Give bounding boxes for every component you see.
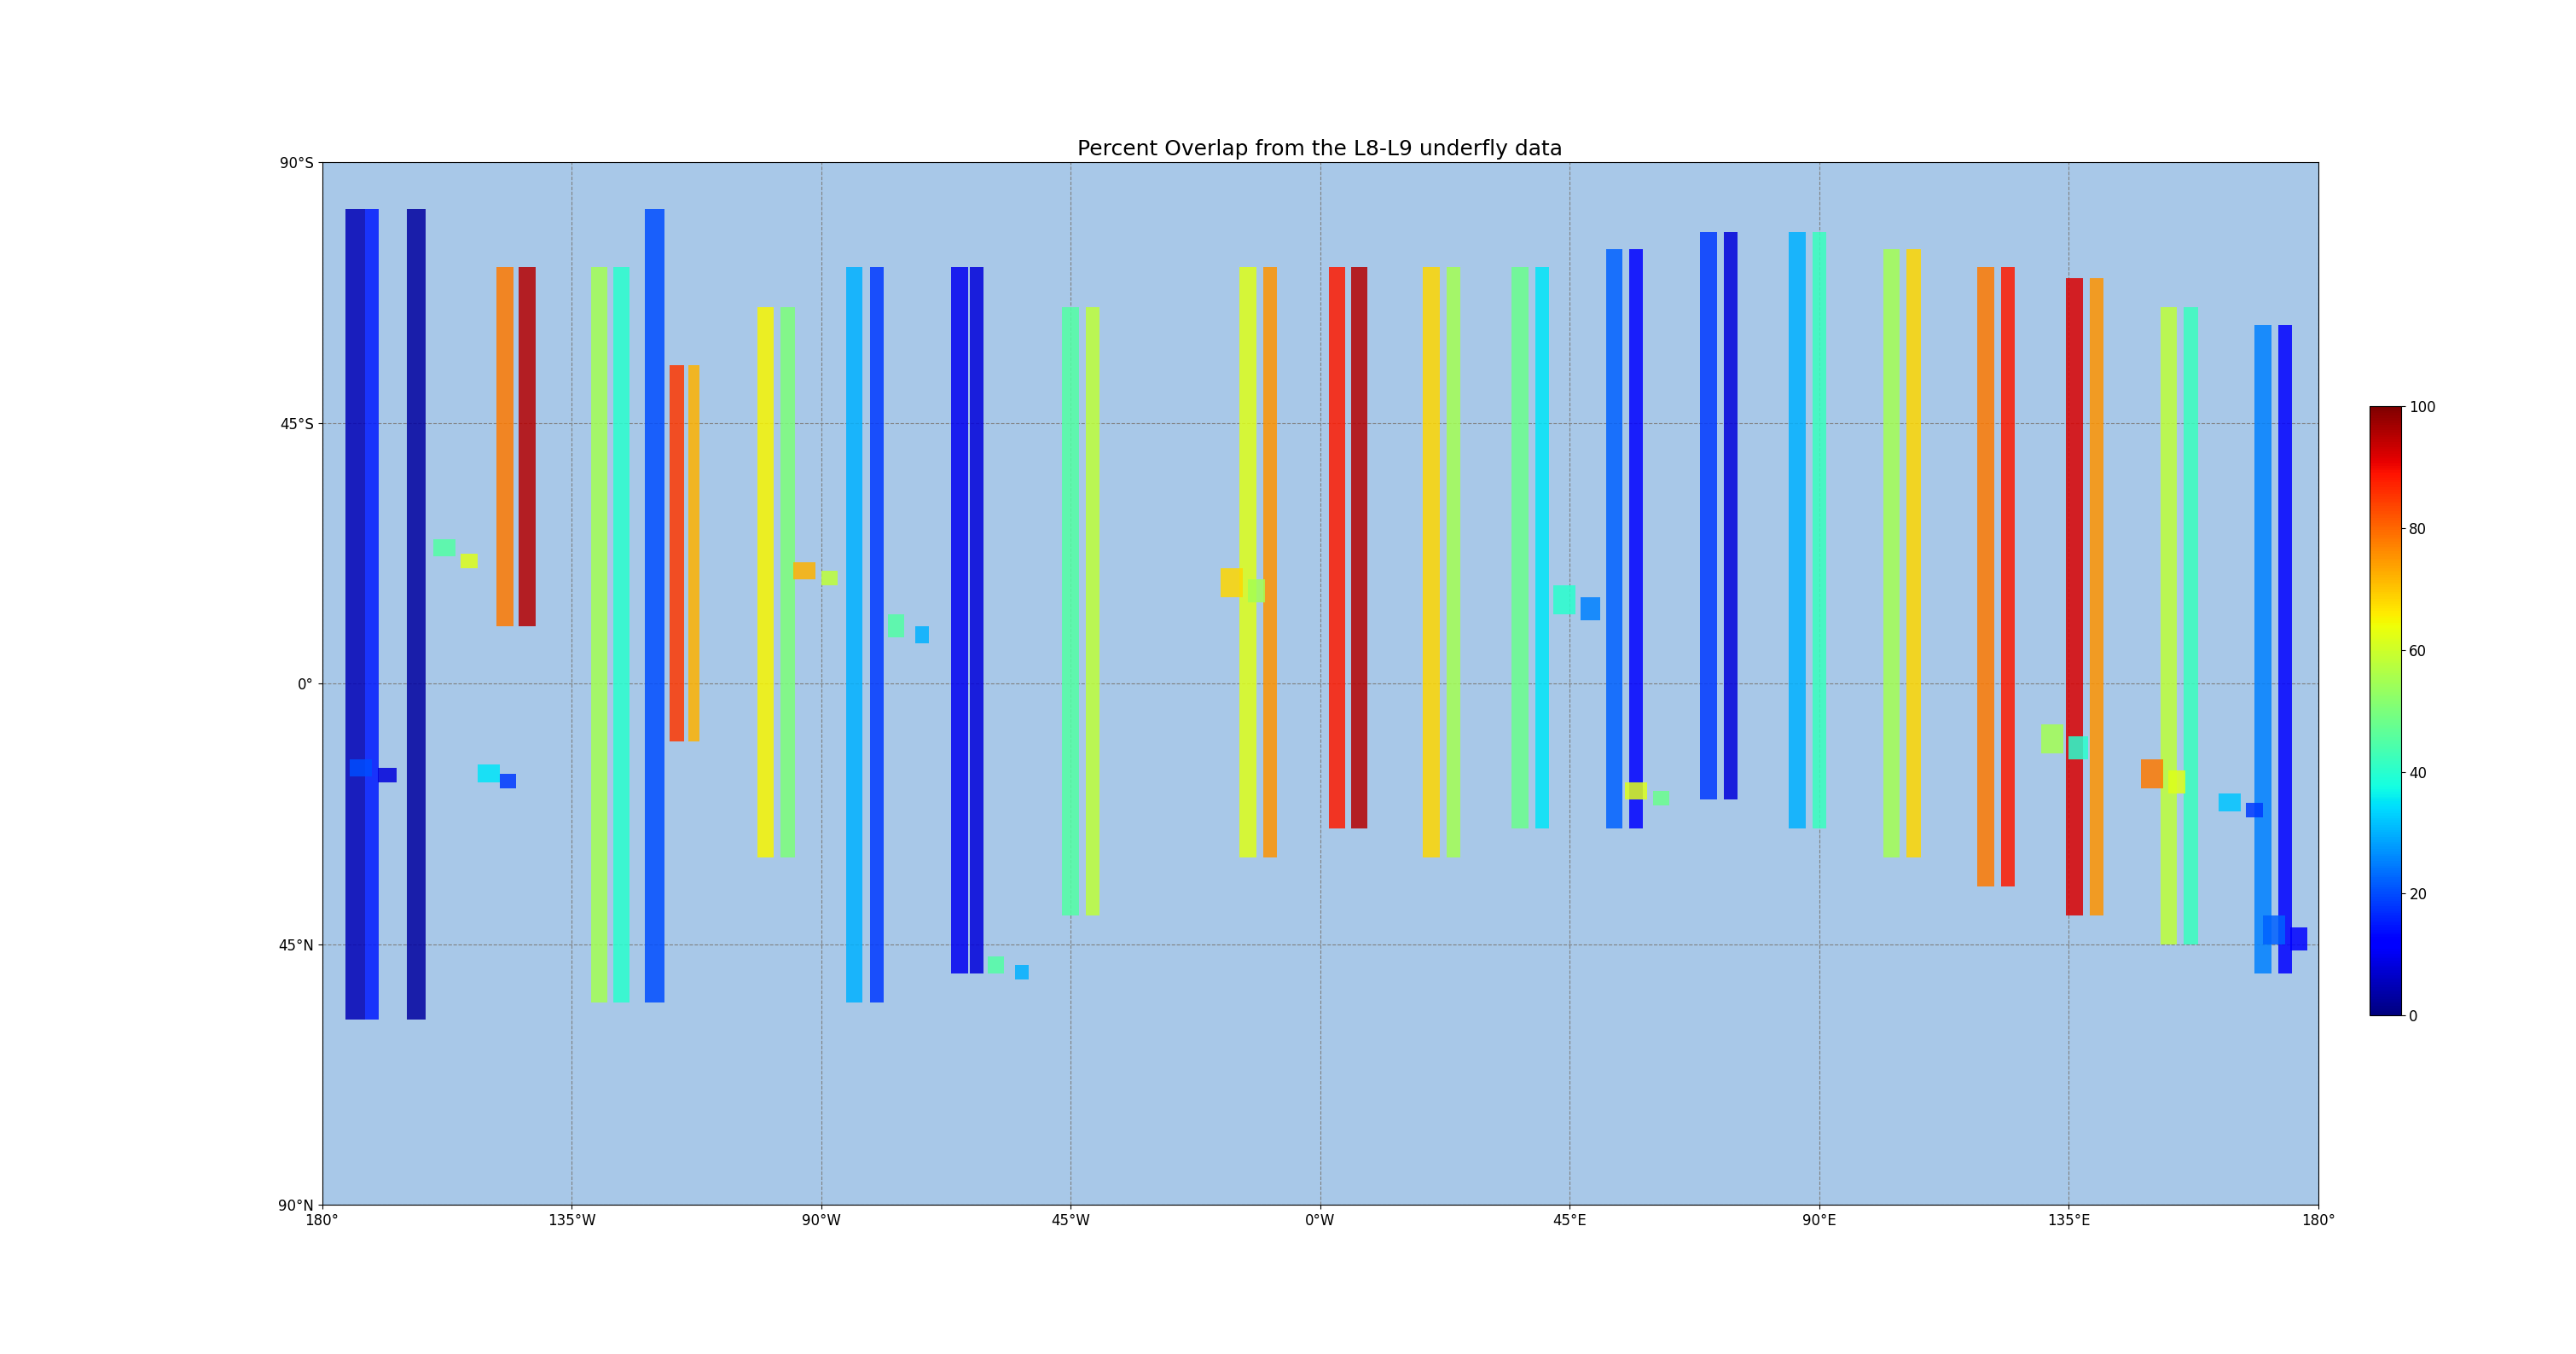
Bar	[793, 562, 817, 580]
Bar	[433, 539, 456, 556]
Bar	[1061, 307, 1079, 915]
Bar	[2290, 927, 2308, 951]
Bar	[889, 615, 904, 638]
Bar	[1906, 249, 1922, 857]
Bar	[461, 554, 477, 567]
Bar	[987, 956, 1005, 974]
Bar	[379, 768, 397, 783]
Bar	[1512, 267, 1528, 829]
Bar	[1350, 267, 1368, 829]
Bar	[688, 366, 698, 742]
Bar	[518, 267, 536, 626]
Bar	[2002, 267, 2014, 887]
Bar	[1814, 232, 1826, 829]
Bar	[1329, 267, 1345, 829]
Bar	[822, 571, 837, 585]
Bar	[1015, 964, 1028, 979]
Bar	[1631, 249, 1643, 829]
Bar	[2040, 724, 2063, 753]
Bar	[2254, 325, 2272, 974]
Bar	[2141, 760, 2164, 788]
Bar	[1625, 783, 1649, 800]
Bar	[1700, 232, 1716, 800]
Bar	[644, 209, 665, 1002]
Bar	[2066, 279, 2084, 915]
Bar	[1262, 267, 1278, 857]
Bar	[1087, 307, 1100, 915]
Bar	[345, 209, 366, 1020]
Bar	[2262, 915, 2285, 945]
Bar	[1582, 597, 1600, 620]
Bar	[500, 773, 515, 788]
Bar	[1978, 267, 1994, 887]
Bar	[2184, 307, 2197, 945]
Bar	[1535, 267, 1548, 829]
Bar	[2277, 325, 2293, 974]
Title: Percent Overlap from the L8-L9 underfly data: Percent Overlap from the L8-L9 underfly …	[1077, 139, 1564, 160]
Bar	[1239, 267, 1257, 857]
Bar	[1605, 249, 1623, 829]
Bar	[781, 307, 796, 857]
Bar	[2069, 737, 2089, 760]
Bar	[1445, 267, 1461, 857]
Bar	[2169, 770, 2184, 793]
Bar	[2246, 803, 2262, 816]
Bar	[1883, 249, 1899, 857]
Bar	[1788, 232, 1806, 829]
Bar	[1221, 567, 1242, 597]
Bar	[2218, 793, 2241, 811]
Bar	[407, 209, 425, 1020]
Bar	[845, 267, 863, 1002]
Bar	[366, 209, 379, 1020]
Bar	[1422, 267, 1440, 857]
Bar	[969, 267, 984, 974]
Bar	[1654, 791, 1669, 806]
Bar	[497, 267, 513, 626]
Bar	[613, 267, 629, 1002]
Bar	[590, 267, 608, 1002]
Bar	[670, 366, 683, 742]
Bar	[1723, 232, 1736, 800]
Bar	[1249, 580, 1265, 603]
Bar	[951, 267, 969, 974]
Bar	[2161, 307, 2177, 945]
Bar	[914, 626, 930, 643]
Bar	[350, 760, 371, 776]
Bar	[477, 765, 500, 783]
Bar	[1553, 585, 1577, 615]
Bar	[871, 267, 884, 1002]
Bar	[2089, 279, 2105, 915]
Bar	[757, 307, 773, 857]
